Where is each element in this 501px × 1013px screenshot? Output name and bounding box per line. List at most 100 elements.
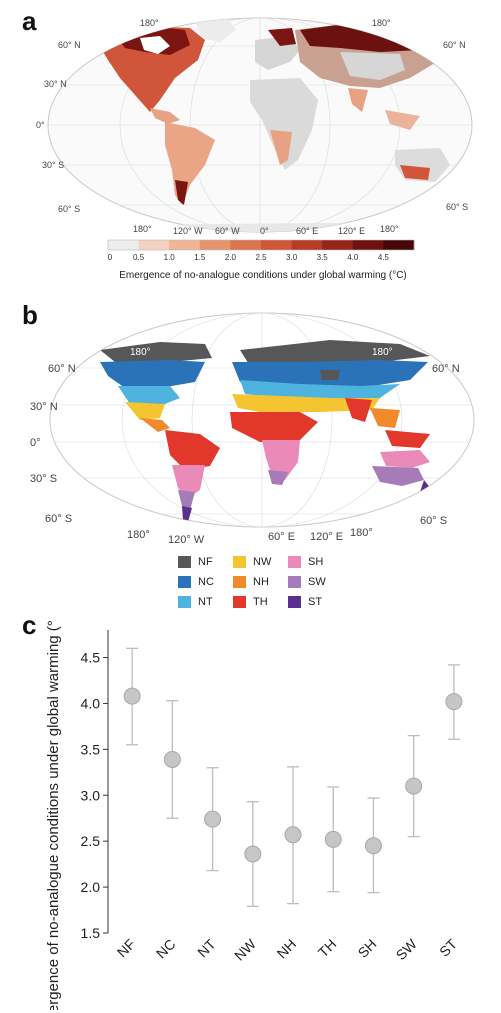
legend-swatch-nc	[178, 576, 191, 588]
colorbar-tick-0: 0	[108, 253, 113, 262]
chart-c-xtick-label-nc: NC	[153, 936, 179, 962]
colorbar-frame	[107, 239, 415, 251]
map-b-lat-60n: 60° N	[48, 363, 76, 375]
chart-c-xtick-label-nt: NT	[194, 935, 219, 960]
map-a-lat-0: 0°	[36, 120, 45, 130]
map-a-lon-top-left: 180°	[140, 18, 159, 28]
data-point-nc	[163, 750, 181, 768]
map-a-lon-bottom-1: 120° W	[173, 226, 203, 236]
data-point-nf	[123, 687, 141, 705]
legend-label-nf: NF	[198, 556, 213, 568]
colorbar-segment-1	[138, 240, 170, 250]
legend-swatch-sw	[288, 576, 301, 588]
legend-item-sh: SH	[288, 556, 323, 568]
map-b-lon-top-right: 180°	[372, 347, 393, 358]
map-a-lon-bottom-4: 60° E	[296, 226, 318, 236]
legend-swatch-nh	[233, 576, 246, 588]
chart-c-ytick-label-2: 2.5	[81, 833, 101, 849]
chart-c-xtick-label-nw: NW	[231, 935, 259, 963]
legend-swatch-nf	[178, 556, 191, 568]
colorbar-segment-3	[199, 240, 231, 250]
legend-label-nh: NH	[253, 576, 269, 588]
data-point-nh	[284, 826, 302, 844]
panel-label-c: c	[22, 610, 37, 640]
legend-item-nh: NH	[233, 576, 269, 588]
map-a-lon-bottom-3: 0°	[260, 226, 269, 236]
colorbar-segment-0	[108, 240, 139, 250]
legend-swatch-sh	[288, 556, 301, 568]
map-a-lon-bottom-2: 60° W	[215, 226, 240, 236]
colorbar-segment-7	[322, 240, 354, 250]
legend-swatch-th	[233, 596, 246, 608]
chart-c-xtick-label-sh: SH	[355, 936, 380, 961]
legend-label-st: ST	[308, 596, 323, 608]
data-point-st	[445, 693, 463, 711]
legend-swatch-nw	[233, 556, 246, 568]
chart-c-axes: 1.5 2.0 2.5 3.0 3.5 4.0 4.5 NF NC NT NW NH TH SH SW ST	[81, 630, 460, 964]
colorbar: 0 0.5 1.0 1.5 2.0 2.5 3.0 3.5 4.0 4.5	[107, 239, 415, 262]
legend-label-sw: SW	[308, 576, 326, 588]
colorbar-tick-2: 1.0	[164, 253, 176, 262]
chart-c-xtick-label-nh: NH	[274, 936, 300, 962]
map-a-lat-30n: 30° N	[44, 79, 67, 89]
chart-c-xtick-label-th: TH	[315, 936, 340, 961]
map-b-lat-60s-right: 60° S	[420, 515, 447, 527]
chart-c-ytick-label-5: 4.0	[81, 695, 101, 711]
data-point-nw	[244, 845, 262, 863]
colorbar-tick-7: 3.5	[317, 253, 329, 262]
chart-c-ytick-label-4: 3.5	[81, 741, 101, 757]
panel-label-a: a	[22, 6, 37, 36]
map-a-lon-top-right: 180°	[372, 18, 391, 28]
legend-label-sh: SH	[308, 556, 324, 568]
map-b-lon-bottom-1: 120° W	[168, 534, 205, 546]
map-a-lat-60n: 60° N	[58, 40, 81, 50]
map-a-lat-30s: 30° S	[42, 160, 64, 170]
legend-item-nc: NC	[178, 576, 214, 588]
map-a-lon-bottom-5: 120° E	[338, 226, 365, 236]
chart-c-ytick-label-6: 4.5	[81, 650, 101, 666]
map-b-lon-bottom-0: 180°	[127, 529, 150, 541]
map-a: 60° N 30° N 0° 30° S 60° S 60° N 60° S 1…	[36, 17, 473, 281]
data-point-nt	[204, 810, 222, 828]
chart-c-xtick-label-st: ST	[436, 935, 460, 959]
legend-item-nw: NW	[233, 556, 271, 568]
colorbar-tick-8: 4.0	[347, 253, 359, 262]
map-b-lat-60s: 60° S	[45, 513, 72, 525]
colorbar-segment-4	[230, 240, 262, 250]
legend-item-st: ST	[288, 596, 322, 608]
data-point-th	[324, 830, 342, 848]
map-b-lon-bottom-3: 120° E	[310, 531, 343, 543]
map-a-lat-60s-right: 60° S	[446, 202, 468, 212]
map-b-lat-60n-right: 60° N	[432, 363, 460, 375]
colorbar-tick-6: 3.0	[286, 253, 298, 262]
colorbar-label: Emergence of no-analogue conditions unde…	[119, 270, 407, 281]
map-b: 60° N 30° N 0° 30° S 60° S 60° N 60° S 1…	[30, 312, 475, 546]
chart-c-ytick-label-3: 3.0	[81, 787, 101, 803]
colorbar-tick-1: 0.5	[133, 253, 145, 262]
map-a-lat-60s: 60° S	[58, 204, 80, 214]
legend-label-nw: NW	[253, 556, 272, 568]
colorbar-segment-5	[261, 240, 292, 250]
chart-c-ytick-label-0: 1.5	[81, 925, 101, 941]
colorbar-segment-8	[352, 240, 384, 250]
colorbar-segment-9	[383, 240, 415, 250]
panel-label-b: b	[22, 300, 38, 330]
colorbar-tick-5: 2.5	[255, 253, 267, 262]
chart-c-xtick-label-sw: SW	[393, 935, 421, 963]
legend-item-sw: SW	[288, 576, 326, 588]
map-a-land	[95, 18, 450, 232]
legend-item-nt: NT	[178, 596, 213, 608]
map-b-lon-bottom-4: 180°	[350, 527, 373, 539]
colorbar-segment-6	[291, 240, 323, 250]
legend-label-th: TH	[253, 596, 268, 608]
chart-c: 1.52.02.53.03.54.04.5NF NC NT NW NH TH SH SW ST …	[45, 620, 463, 1010]
map-b-land	[100, 340, 432, 522]
legend-label-nt: NT	[198, 596, 213, 608]
map-b-lat-30n: 30° N	[30, 401, 58, 413]
legend-item-th: TH	[233, 596, 268, 608]
legend-swatch-nt	[178, 596, 191, 608]
chart-c-marks	[123, 647, 463, 908]
legend-swatch-st	[288, 596, 301, 608]
legend-label-nc: NC	[198, 576, 214, 588]
data-point-sw	[405, 777, 423, 795]
